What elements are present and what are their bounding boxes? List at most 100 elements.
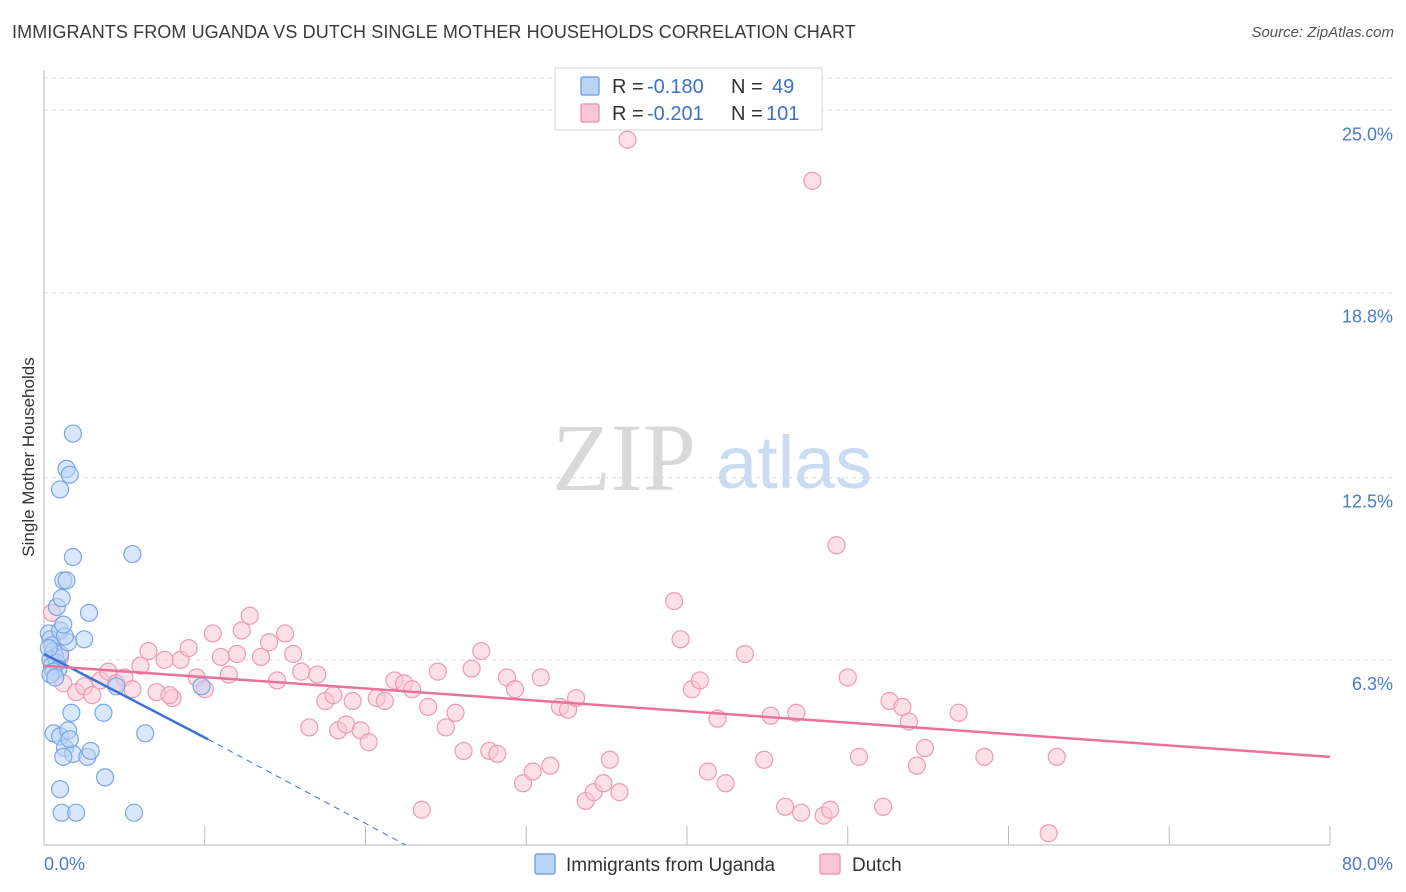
uganda-point bbox=[79, 603, 99, 622]
dutch-point bbox=[827, 536, 846, 555]
dutch-point bbox=[488, 744, 507, 764]
y-tick-label: 18.8% bbox=[1342, 307, 1393, 327]
gridlines bbox=[44, 77, 1393, 661]
dutch-point bbox=[83, 686, 102, 705]
uganda-point bbox=[60, 465, 79, 484]
dutch-point bbox=[610, 783, 629, 802]
legend-n-label: N = bbox=[731, 103, 763, 125]
uganda-point bbox=[124, 803, 144, 822]
dutch-point bbox=[803, 171, 822, 190]
dutch-point bbox=[462, 659, 481, 678]
dutch-point bbox=[227, 644, 246, 664]
dutch-point bbox=[292, 662, 311, 681]
source-label: Source: ZipAtlas.com bbox=[1251, 24, 1394, 41]
uganda-point bbox=[52, 589, 71, 608]
bottom-legend-label-dutch: Dutch bbox=[852, 855, 902, 876]
dutch-point bbox=[600, 750, 619, 769]
dutch-point bbox=[211, 647, 230, 667]
dutch-point bbox=[949, 703, 968, 722]
dutch-point bbox=[131, 656, 150, 675]
dutch-point bbox=[123, 680, 142, 699]
dutch-point bbox=[775, 797, 795, 816]
uganda-point bbox=[63, 424, 83, 443]
dutch-point bbox=[419, 697, 438, 716]
dutch-point bbox=[179, 639, 198, 658]
y-tick-label: 25.0% bbox=[1342, 124, 1393, 144]
dutch-point bbox=[155, 650, 174, 669]
dutch-point bbox=[838, 668, 857, 687]
dutch-point bbox=[907, 756, 926, 775]
bottom-legend-label-uganda: Immigrants from Uganda bbox=[566, 855, 776, 876]
legend-r-value: -0.180 bbox=[647, 76, 704, 98]
dutch-point bbox=[454, 741, 473, 761]
dutch-point bbox=[446, 703, 465, 722]
dutch-point bbox=[284, 644, 303, 664]
uganda-point bbox=[57, 571, 76, 590]
dutch-point bbox=[915, 738, 935, 758]
dutch-point bbox=[428, 662, 447, 681]
uganda-point bbox=[63, 547, 83, 567]
dutch-point bbox=[251, 647, 271, 667]
dutch-point bbox=[472, 641, 491, 661]
dutch-point bbox=[541, 756, 560, 775]
dutch-point bbox=[787, 703, 806, 722]
legend: R = -0.180 N = 49 R = -0.201 N = 101 bbox=[554, 67, 823, 131]
uganda-point bbox=[136, 724, 155, 743]
dutch-point bbox=[324, 686, 343, 705]
dutch-point bbox=[690, 671, 709, 690]
uganda-point bbox=[81, 741, 100, 761]
dutch-point bbox=[594, 774, 613, 793]
legend-row-uganda: R = -0.180 N = 49 bbox=[580, 76, 794, 98]
dutch-point bbox=[403, 680, 422, 699]
uganda-point bbox=[62, 703, 81, 722]
legend-r-label: R = bbox=[612, 76, 644, 98]
dutch-point bbox=[531, 668, 550, 687]
uganda-point bbox=[60, 730, 79, 749]
legend-r-value: -0.201 bbox=[647, 103, 704, 125]
x-tick-label-min: 0.0% bbox=[44, 854, 85, 874]
x-ticks bbox=[204, 826, 1331, 845]
dutch-point bbox=[203, 624, 222, 643]
watermark: ZIP atlas bbox=[552, 404, 872, 511]
dutch-point bbox=[160, 686, 179, 705]
dutch-point bbox=[665, 591, 684, 611]
dutch-point bbox=[343, 691, 362, 711]
legend-n-value: 49 bbox=[772, 76, 794, 98]
legend-swatch-dutch bbox=[580, 103, 600, 123]
y-tick-label: 12.5% bbox=[1342, 492, 1393, 512]
dutch-trend-line bbox=[43, 664, 1331, 759]
dutch-point bbox=[671, 630, 690, 649]
dutch-point bbox=[755, 750, 774, 769]
uganda-point bbox=[75, 630, 94, 649]
uganda-trend-extension bbox=[207, 738, 406, 846]
dutch-point bbox=[1047, 747, 1066, 766]
dutch-point bbox=[240, 606, 259, 625]
dutch-point bbox=[300, 718, 319, 737]
uganda-point bbox=[192, 677, 211, 696]
dutch-point bbox=[698, 762, 717, 781]
dutch-point bbox=[618, 130, 637, 149]
series-uganda-points bbox=[39, 424, 211, 822]
dutch-point bbox=[792, 803, 811, 822]
dutch-point bbox=[849, 747, 869, 766]
uganda-point bbox=[54, 747, 73, 766]
bottom-legend-swatch-dutch bbox=[819, 853, 841, 875]
legend-n-value: 101 bbox=[766, 103, 799, 125]
dutch-point bbox=[735, 644, 754, 664]
watermark-atlas: atlas bbox=[716, 421, 872, 504]
dutch-point bbox=[259, 633, 279, 652]
series-dutch-points bbox=[42, 130, 1066, 843]
trend-lines bbox=[43, 652, 1331, 846]
dutch-point bbox=[412, 800, 431, 819]
watermark-zip: ZIP bbox=[552, 404, 696, 511]
uganda-point bbox=[94, 703, 113, 722]
legend-row-dutch: R = -0.201 N = 101 bbox=[580, 103, 799, 125]
bottom-legend-swatch-uganda bbox=[534, 853, 556, 875]
dutch-point bbox=[975, 747, 994, 766]
dutch-point bbox=[874, 797, 893, 816]
uganda-point bbox=[50, 480, 70, 499]
chart-title: IMMIGRANTS FROM UGANDA VS DUTCH SINGLE M… bbox=[12, 22, 856, 42]
dutch-point bbox=[308, 665, 327, 684]
dutch-point bbox=[276, 624, 295, 643]
